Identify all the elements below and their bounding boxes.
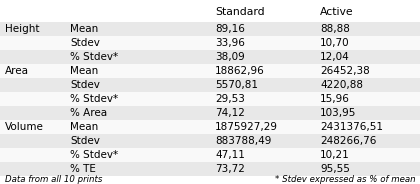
Text: % Stdev*: % Stdev*: [70, 94, 118, 104]
Text: 47,11: 47,11: [215, 150, 245, 160]
Bar: [0, 0, 420, 22]
Text: 2431376,51: 2431376,51: [320, 122, 383, 132]
Text: % Stdev*: % Stdev*: [70, 150, 118, 160]
Text: Area: Area: [5, 66, 29, 76]
Text: 18862,96: 18862,96: [215, 66, 265, 76]
Bar: [0, 106, 420, 120]
Text: 15,96: 15,96: [320, 94, 350, 104]
Text: 10,21: 10,21: [320, 150, 350, 160]
Text: 5570,81: 5570,81: [215, 80, 258, 90]
Text: 29,53: 29,53: [215, 94, 245, 104]
Text: 248266,76: 248266,76: [320, 136, 376, 146]
Text: 95,55: 95,55: [320, 164, 350, 174]
Bar: [0, 50, 420, 64]
Text: 74,12: 74,12: [215, 108, 245, 118]
Text: % Stdev*: % Stdev*: [70, 52, 118, 62]
Text: 33,96: 33,96: [215, 38, 245, 48]
Text: 12,04: 12,04: [320, 52, 350, 62]
Text: 103,95: 103,95: [320, 108, 357, 118]
Bar: [0, 148, 420, 162]
Bar: [0, 176, 420, 184]
Text: 89,16: 89,16: [215, 24, 245, 34]
Text: Stdev: Stdev: [70, 80, 100, 90]
Text: Active: Active: [320, 7, 354, 17]
Text: 38,09: 38,09: [215, 52, 245, 62]
Text: % Area: % Area: [70, 108, 107, 118]
Bar: [0, 78, 420, 92]
Text: 1875927,29: 1875927,29: [215, 122, 278, 132]
Text: Mean: Mean: [70, 122, 98, 132]
Text: Stdev: Stdev: [70, 38, 100, 48]
Text: 10,70: 10,70: [320, 38, 349, 48]
Text: % TE: % TE: [70, 164, 96, 174]
Text: 883788,49: 883788,49: [215, 136, 271, 146]
Text: * Stdev expressed as % of mean: * Stdev expressed as % of mean: [276, 176, 416, 184]
Bar: [0, 64, 420, 78]
Text: Height: Height: [5, 24, 39, 34]
Text: Mean: Mean: [70, 66, 98, 76]
Bar: [0, 36, 420, 50]
Text: Stdev: Stdev: [70, 136, 100, 146]
Text: Data from all 10 prints: Data from all 10 prints: [5, 176, 102, 184]
Text: 88,88: 88,88: [320, 24, 350, 34]
Bar: [0, 22, 420, 36]
Text: 26452,38: 26452,38: [320, 66, 370, 76]
Bar: [0, 120, 420, 134]
Text: Mean: Mean: [70, 24, 98, 34]
Bar: [0, 134, 420, 148]
Text: Volume: Volume: [5, 122, 44, 132]
Text: Standard: Standard: [215, 7, 265, 17]
Text: 4220,88: 4220,88: [320, 80, 363, 90]
Bar: [0, 162, 420, 176]
Bar: [0, 92, 420, 106]
Text: 73,72: 73,72: [215, 164, 245, 174]
